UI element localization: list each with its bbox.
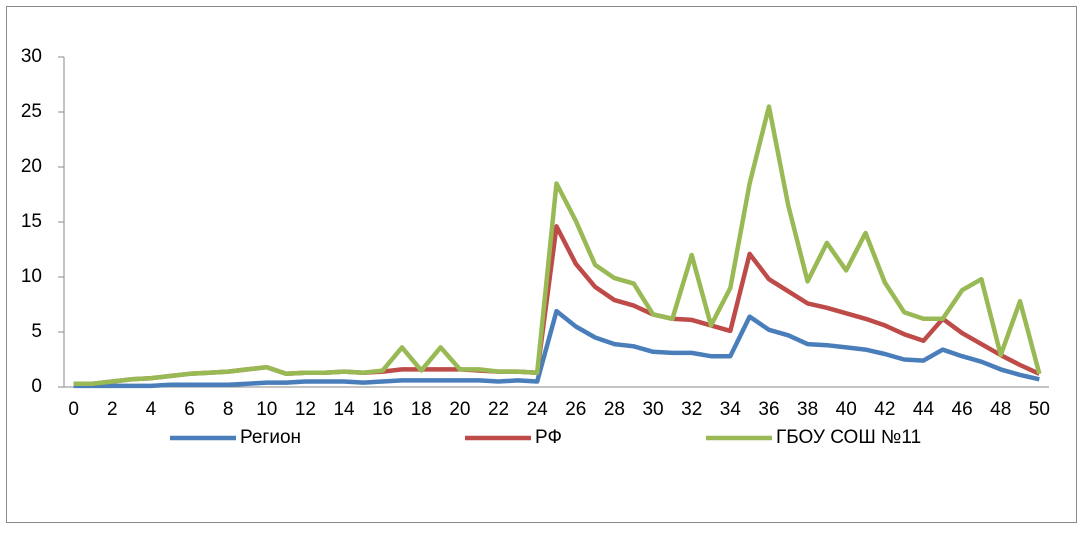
x-tick-label: 22: [488, 399, 509, 420]
x-tick-label: 40: [836, 399, 857, 420]
y-tick-label: 20: [21, 156, 42, 177]
y-tick-label: 25: [21, 101, 42, 122]
x-tick-label: 0: [68, 399, 79, 420]
x-tick-label: 12: [295, 399, 316, 420]
x-tick-label: 20: [449, 399, 470, 420]
legend-label: ГБОУ СОШ №11: [776, 427, 921, 448]
x-tick-label: 24: [527, 399, 549, 420]
x-tick-label: 46: [952, 399, 973, 420]
legend-label: РФ: [535, 427, 562, 448]
x-tick-label: 36: [758, 399, 779, 420]
x-tick-label: 4: [146, 399, 157, 420]
x-tick-label: 42: [874, 399, 895, 420]
y-tick-label: 30: [21, 46, 42, 67]
x-tick-label: 10: [256, 399, 277, 420]
x-tick-label: 18: [411, 399, 432, 420]
x-tick-label: 28: [604, 399, 625, 420]
x-tick-label: 50: [1029, 399, 1050, 420]
x-tick-label: 32: [681, 399, 702, 420]
x-tick-label: 2: [107, 399, 118, 420]
x-tick-label: 14: [333, 399, 355, 420]
series-line: [73, 104, 1042, 386]
x-tick-label: 26: [565, 399, 586, 420]
series-line: [73, 308, 1040, 389]
x-tick-label: 6: [184, 399, 195, 420]
x-tick-label: 34: [720, 399, 742, 420]
x-tick-label: 38: [797, 399, 818, 420]
legend-label: Регион: [240, 427, 301, 448]
x-tick-label: 16: [372, 399, 393, 420]
y-tick-label: 10: [21, 266, 42, 287]
x-tick-label: 44: [913, 399, 935, 420]
y-tick-label: 0: [31, 376, 42, 397]
x-tick-label: 48: [990, 399, 1011, 420]
y-tick-label: 5: [31, 321, 42, 342]
y-tick-label: 15: [21, 211, 42, 232]
x-tick-label: 8: [223, 399, 234, 420]
x-tick-label: 30: [642, 399, 663, 420]
